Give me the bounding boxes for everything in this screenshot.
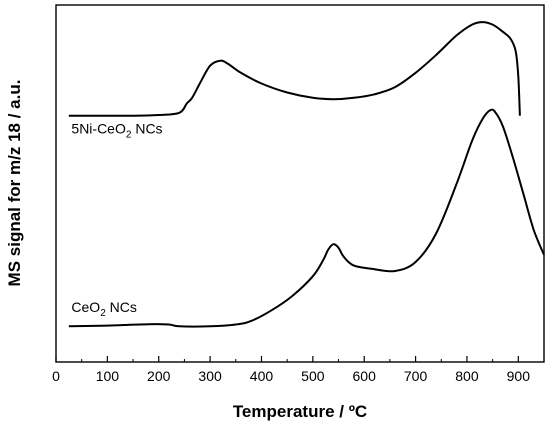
x-tick-label: 700: [404, 368, 428, 384]
series-line-0: [68, 21, 521, 117]
x-tick-label: 500: [301, 368, 325, 384]
x-tick-label: 0: [52, 368, 60, 384]
series-label-1: CeO2 NCs: [71, 299, 136, 319]
x-tick-label: 100: [96, 368, 120, 384]
x-tick-label: 300: [198, 368, 222, 384]
x-tick-label: 600: [353, 368, 377, 384]
x-axis-title: Temperature / ºC: [233, 402, 367, 421]
series-label-0: 5Ni-CeO2 NCs: [71, 121, 162, 141]
series-labels: 5Ni-CeO2 NCs CeO2 NCs: [71, 121, 162, 319]
series-line-1: [68, 108, 545, 328]
y-axis-title: MS signal for m/z 18 / a.u.: [5, 80, 24, 287]
x-tick-label: 200: [147, 368, 171, 384]
x-tick-label: 400: [250, 368, 274, 384]
x-axis-ticks: 0 100 200 300 400 500 600 700 800 900: [52, 356, 545, 384]
x-tick-label: 900: [507, 368, 531, 384]
x-tick-label: 800: [455, 368, 479, 384]
series-layer: [68, 21, 545, 328]
plot-frame: [55, 4, 545, 363]
